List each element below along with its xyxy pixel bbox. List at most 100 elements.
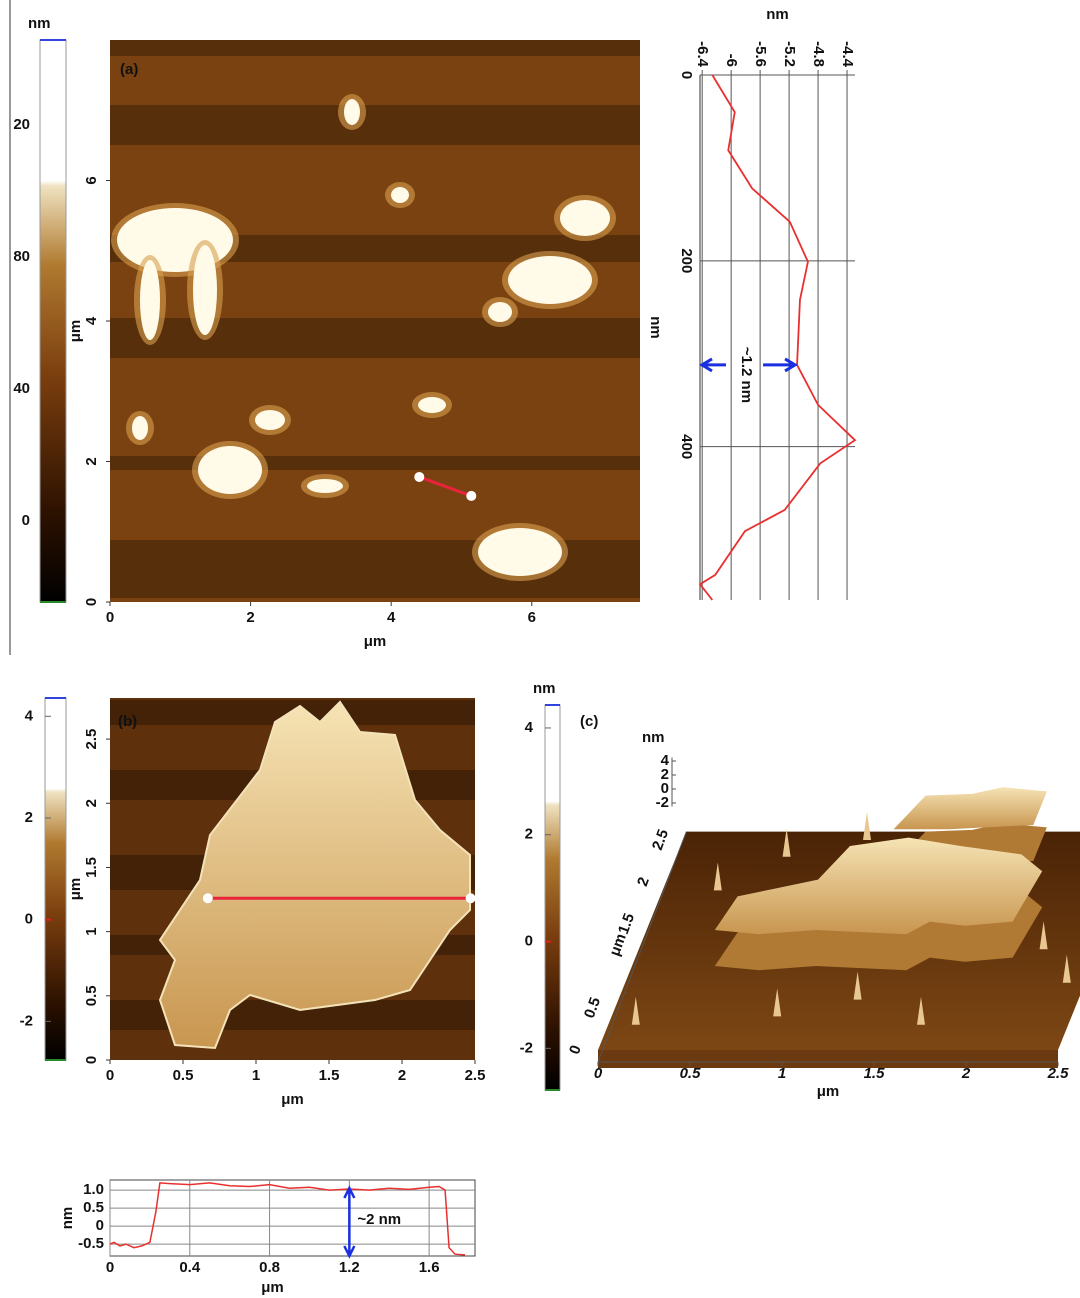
y-tick-label: 2 (634, 875, 653, 889)
x-axis-label: μm (281, 1091, 304, 1108)
y-tick-label: 1 (83, 927, 100, 935)
x-axis-label: μm (261, 1279, 284, 1296)
y-tick-label: 2 (83, 799, 100, 807)
x-tick-label: 1.6 (419, 1259, 440, 1276)
annotation: ~1.2 nm (738, 347, 755, 403)
image-band (110, 40, 640, 56)
z-tick-label: -2 (656, 794, 669, 811)
x-tick-label: 6 (528, 609, 536, 626)
feature (255, 410, 285, 430)
colorbar-label: 20 (13, 116, 30, 133)
panel-label: (b) (118, 713, 137, 730)
profile-endpoint (203, 893, 213, 903)
profile-endpoint (466, 491, 476, 501)
colorbar (45, 698, 66, 1060)
x-tick-label: 4 (387, 609, 396, 626)
image-band (110, 105, 640, 145)
feature (478, 528, 562, 576)
panel-label: (c) (580, 713, 598, 730)
colorbar-tick-label: 2 (25, 809, 33, 826)
feature (560, 200, 610, 236)
x-tick-label: 0 (106, 1259, 114, 1276)
left-axis-label: nm (647, 316, 664, 339)
left-tick-label: 200 (678, 248, 695, 273)
top-tick-label: -6.4 (694, 41, 711, 68)
image-band (110, 456, 640, 470)
x-tick-label: 0.8 (259, 1259, 280, 1276)
y-tick-label: 2 (83, 457, 100, 465)
colorbar-title: nm (28, 15, 51, 32)
profile (700, 75, 855, 600)
colorbar-tick-label: 4 (525, 719, 534, 736)
feature (193, 245, 217, 335)
colorbar-label: 0 (22, 512, 30, 529)
y-tick-label: 0 (96, 1217, 104, 1234)
y-tick-label: 6 (83, 176, 100, 184)
x-tick-label: 1 (778, 1065, 786, 1082)
y-tick-label: 0 (83, 1056, 100, 1064)
x-tick-label: 1 (252, 1067, 260, 1084)
feature (140, 260, 160, 340)
y-tick-label: 0 (566, 1043, 585, 1057)
y-tick-label: 2.5 (83, 729, 100, 750)
feature (391, 187, 409, 203)
spike (863, 812, 871, 840)
annotation: ~2 nm (357, 1211, 401, 1228)
colorbar (545, 705, 560, 1090)
top-tick-label: -4.4 (839, 41, 856, 68)
panel-label: (a) (120, 61, 138, 78)
feature (418, 397, 446, 413)
top-tick-label: -5.6 (752, 41, 769, 67)
x-tick-label: 0 (594, 1065, 603, 1082)
colorbar-tick-label: 4 (25, 707, 34, 724)
y-tick-label: 0 (83, 598, 100, 606)
y-axis-label: μm (67, 320, 84, 343)
y-tick-label: 1.0 (83, 1181, 104, 1198)
profile-endpoint (466, 893, 476, 903)
x-tick-label: 0.5 (680, 1065, 702, 1082)
y-tick-label: 1.5 (615, 911, 638, 936)
y-tick-label: -0.5 (78, 1235, 104, 1252)
x-tick-label: 2.5 (1047, 1065, 1070, 1082)
colorbar-tick-label: -2 (520, 1039, 533, 1056)
feature (132, 416, 148, 440)
flake-top (894, 787, 1047, 829)
feature (198, 446, 262, 494)
x-tick-label: 2 (398, 1067, 406, 1084)
colorbar-label: 40 (13, 380, 30, 397)
feature (488, 302, 512, 322)
y-tick-label: 2.5 (649, 827, 672, 852)
colorbar-tick-label: 0 (525, 933, 533, 950)
surface-front (598, 1050, 1058, 1068)
x-tick-label: 1.5 (864, 1065, 886, 1082)
colorbar-tick-label: 2 (525, 826, 533, 843)
y-tick-label: 0.5 (83, 1199, 104, 1216)
figure: 02460246μmμm(a)nm2080400-6.4-6-5.6-5.2-4… (0, 0, 1080, 1298)
y-tick-label: 1.5 (83, 857, 100, 878)
colorbar (40, 40, 66, 602)
x-tick-label: 0 (106, 609, 114, 626)
y-tick-label: 4 (83, 316, 100, 325)
feature (344, 99, 360, 125)
top-tick-label: -6 (723, 54, 740, 67)
left-tick-label: 400 (678, 434, 695, 459)
x-tick-label: 0 (106, 1067, 114, 1084)
x-axis-label: μm (364, 633, 387, 650)
x-tick-label: 2 (961, 1065, 971, 1082)
top-tick-label: -4.8 (810, 41, 827, 67)
x-tick-label: 0.5 (173, 1067, 194, 1084)
x-tick-label: 1.2 (339, 1259, 360, 1276)
y-axis-label: μm (67, 878, 84, 901)
z-axis-label: nm (642, 729, 665, 746)
colorbar-title: nm (533, 680, 556, 697)
left-tick-label: 0 (678, 71, 695, 79)
arrow (702, 359, 726, 371)
arrow (763, 359, 795, 371)
x-tick-label: 1.5 (319, 1067, 340, 1084)
profile-endpoint (414, 472, 424, 482)
x-tick-label: 0.4 (179, 1259, 201, 1276)
y-tick-label: 0.5 (581, 995, 604, 1020)
feature (307, 479, 343, 493)
top-tick-label: -5.2 (781, 41, 798, 67)
colorbar-tick-label: 0 (25, 911, 33, 928)
